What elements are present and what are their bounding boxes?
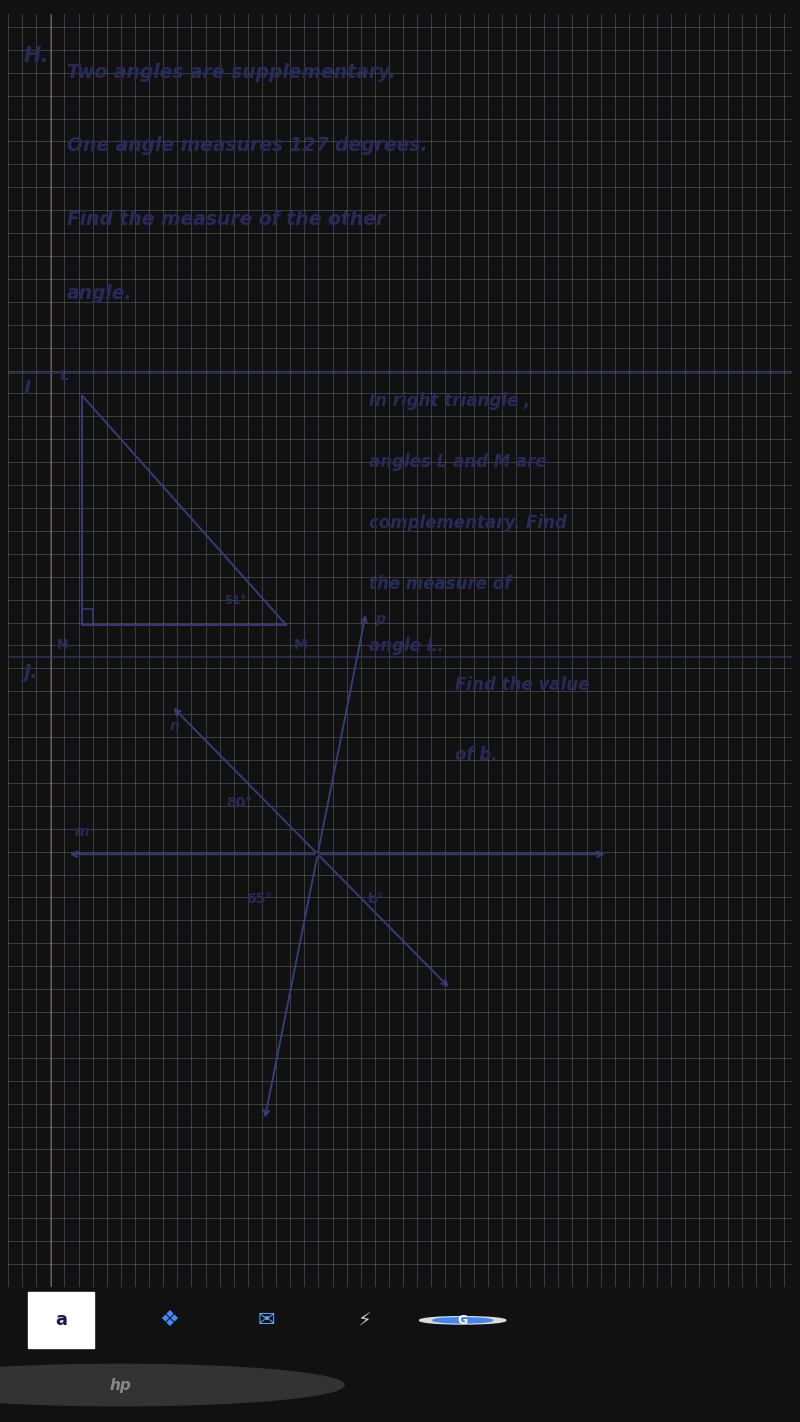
Text: ❖: ❖ [158, 1310, 178, 1331]
Text: 80°: 80° [226, 796, 253, 811]
Text: the measure of: the measure of [369, 576, 511, 593]
Text: n: n [170, 718, 179, 732]
Text: hp: hp [109, 1378, 131, 1392]
Text: M: M [294, 638, 308, 651]
Text: Find the measure of the other: Find the measure of the other [67, 210, 385, 229]
Text: 65°: 65° [246, 892, 272, 906]
Text: a: a [55, 1311, 67, 1330]
Text: ✉: ✉ [258, 1310, 275, 1331]
Text: H.: H. [24, 46, 49, 65]
Text: angles L and M are: angles L and M are [369, 454, 546, 471]
Text: b°: b° [368, 892, 385, 906]
Text: One angle measures 127 degrees.: One angle measures 127 degrees. [67, 137, 427, 155]
Text: angle L.: angle L. [369, 637, 443, 654]
Text: L: L [59, 370, 68, 384]
Circle shape [0, 1364, 344, 1406]
Text: complementary. Find: complementary. Find [369, 515, 566, 532]
Text: p: p [375, 611, 386, 626]
Text: Find the value: Find the value [455, 675, 590, 694]
Text: G: G [458, 1314, 468, 1327]
Circle shape [433, 1318, 493, 1322]
Text: ⚡: ⚡ [358, 1311, 371, 1330]
Text: angle.: angle. [67, 284, 133, 303]
Text: m: m [74, 825, 89, 839]
FancyBboxPatch shape [27, 1293, 94, 1348]
Text: In right triangle ,: In right triangle , [369, 392, 530, 410]
Text: 51°: 51° [224, 594, 246, 607]
Text: N: N [57, 638, 68, 651]
Text: J.: J. [24, 663, 38, 683]
Text: I: I [24, 380, 31, 398]
Circle shape [419, 1317, 506, 1324]
Text: Two angles are supplementary.: Two angles are supplementary. [67, 63, 395, 81]
Text: of b.: of b. [455, 747, 498, 764]
